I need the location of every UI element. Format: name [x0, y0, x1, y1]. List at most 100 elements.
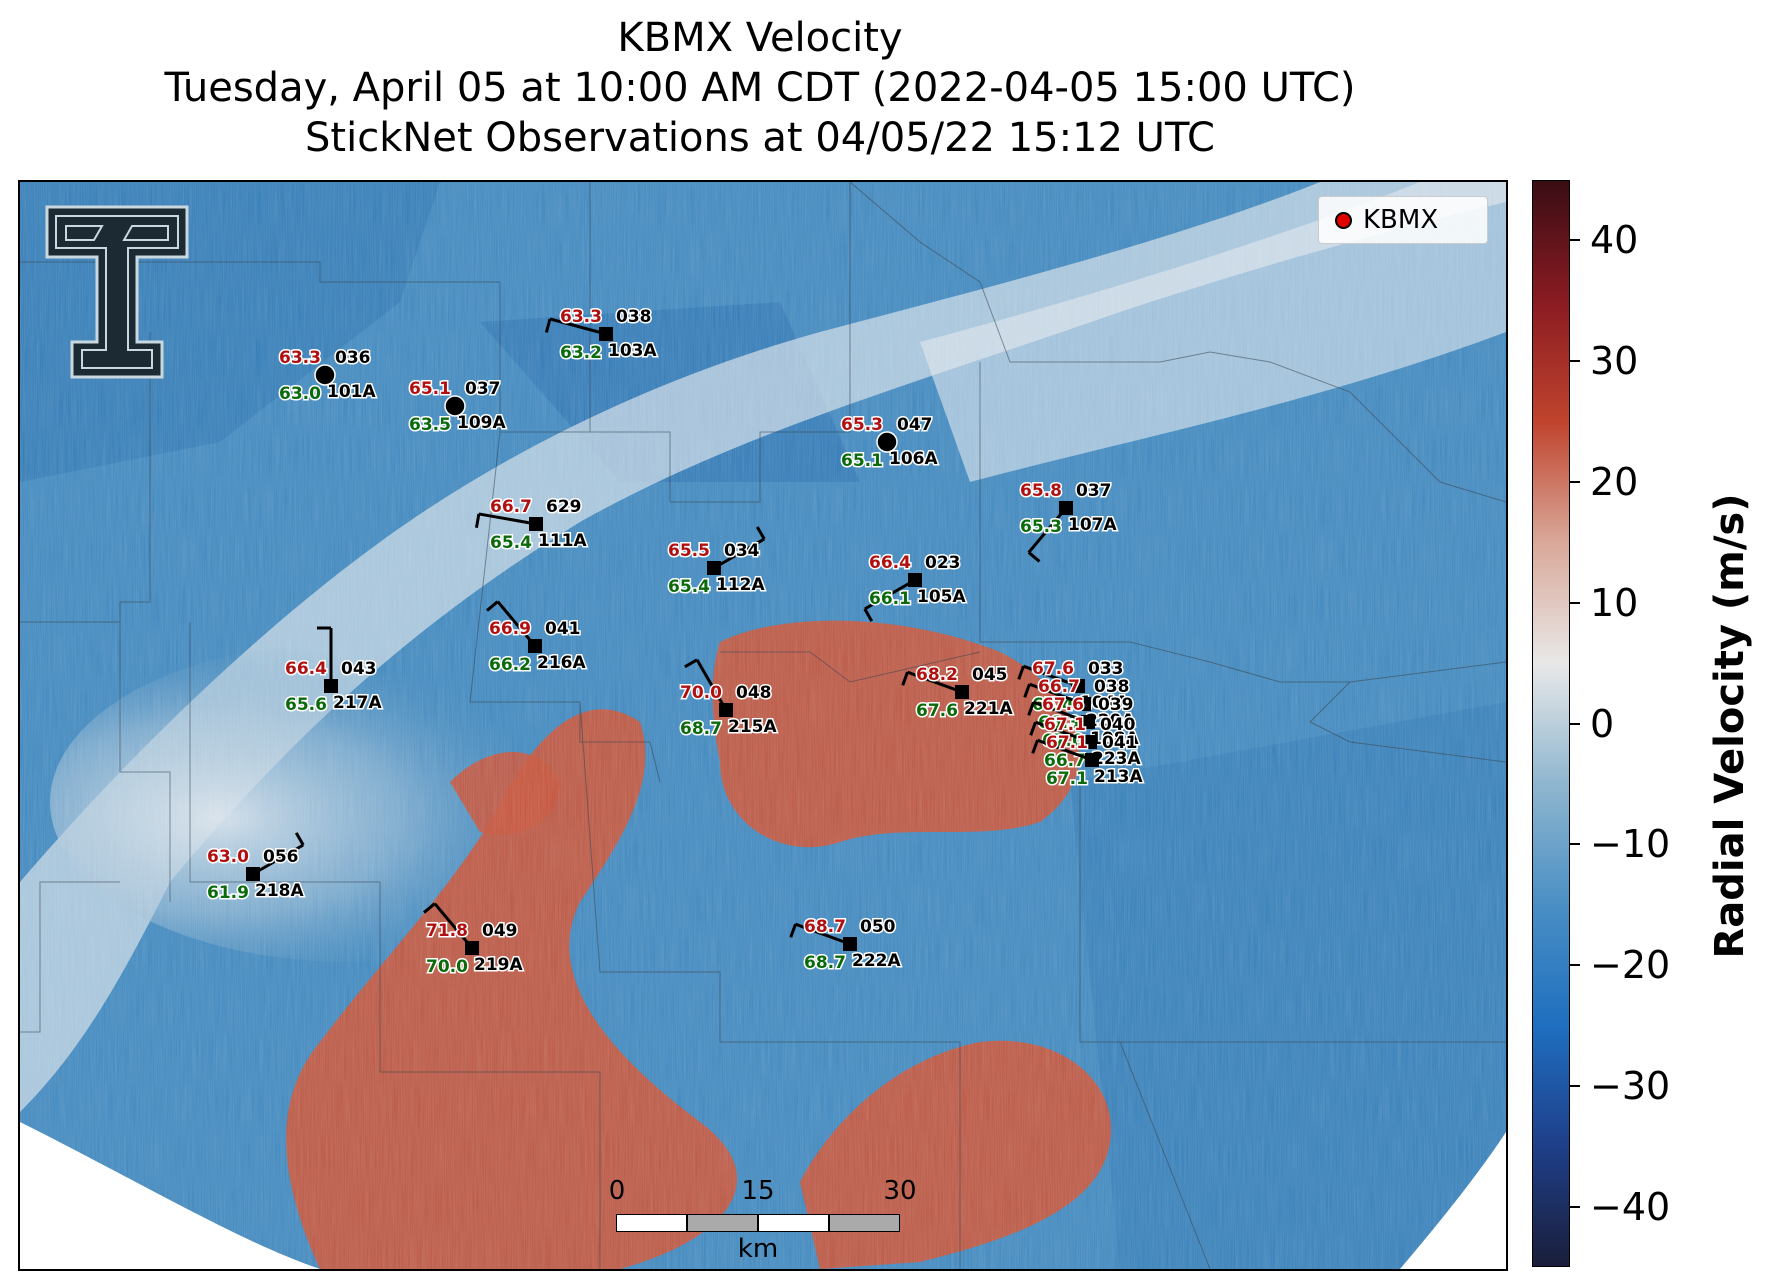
station-temperature: 71.8	[426, 921, 468, 941]
wind-barb-flag	[1017, 665, 1025, 680]
station-id: 112A	[716, 575, 765, 595]
station-id: 108A	[1090, 729, 1139, 749]
station-id: 106A	[889, 449, 938, 469]
station-pressure: 038	[616, 307, 652, 327]
station-222A[interactable]: 68.7 050 68.7 222A	[789, 916, 903, 975]
station-219A[interactable]: 71.8 049 70.0 219A	[423, 902, 525, 979]
station-temperature: 65.3	[841, 415, 883, 435]
wind-barb-shaft	[433, 902, 474, 949]
station-id: 223A	[1092, 749, 1141, 769]
station-pressure: 039	[1098, 695, 1134, 715]
station-dewpoint: 65.3	[1020, 517, 1062, 537]
station-215A[interactable]: 70.0 048 68.7 215A	[679, 658, 779, 741]
scale-segment	[616, 1214, 687, 1232]
station-id: 105A	[917, 587, 966, 607]
station-temperature: 63.3	[560, 307, 602, 327]
map-subtitle-obs: StickNet Observations at 04/05/22 15:12 …	[305, 115, 1215, 161]
colorbar-tick-label: 20	[1590, 459, 1639, 504]
wind-barb-flag	[294, 832, 305, 846]
station-112A[interactable]: 65.5 034 65.4 112A	[667, 526, 767, 599]
station-pressure: 023	[925, 553, 961, 573]
wind-barb-shaft	[1032, 700, 1089, 724]
station-pressure: 629	[546, 497, 582, 517]
station-dewpoint: 65.1	[841, 451, 883, 471]
station-id: 111A	[538, 531, 587, 551]
station-dewpoint: 67.1	[1046, 769, 1088, 789]
wind-barb-flag	[486, 600, 499, 612]
station-216A[interactable]: 66.9 041 66.2 216A	[486, 600, 588, 677]
station-pressure: 036	[335, 348, 371, 368]
wind-barb-flag	[684, 658, 698, 669]
colorbar-tick-label: −20	[1590, 943, 1671, 988]
station-id: 218A	[255, 881, 304, 901]
station-temperature: 65.1	[409, 379, 451, 399]
station-temperature: 63.0	[207, 847, 249, 867]
station-pressure: 049	[482, 921, 518, 941]
station-107A[interactable]: 65.8 037 65.3 107A	[1019, 480, 1119, 563]
station-temperature: 67.6	[1042, 695, 1084, 715]
radar-map[interactable]: 63.3 036 63.0 101A 65.1 037 63.5 109A 63.3 038 63.…	[18, 180, 1508, 1271]
station-pressure: 037	[465, 379, 501, 399]
station-213A[interactable]: 67.1 041 67.1 213A	[1031, 732, 1145, 791]
station-105A[interactable]: 66.4 023 66.1 105A	[863, 552, 968, 622]
station-221A[interactable]: 68.2 045 67.6 221A	[901, 664, 1015, 723]
colorbar-tick	[1570, 601, 1580, 604]
station-temperature: 68.2	[916, 665, 958, 685]
station-square-marker	[465, 941, 479, 955]
station-temperature: 67.6	[1032, 659, 1074, 679]
station-dewpoint: 65.6	[285, 695, 327, 715]
station-217A[interactable]: 66.4 043 65.6 217A	[284, 626, 384, 717]
station-square-marker	[528, 639, 542, 653]
station-109A[interactable]: 65.1 037 63.5 109A	[408, 378, 508, 437]
station-temperature: 67.1	[1044, 715, 1086, 735]
station-square-marker	[324, 679, 338, 693]
station-temperature: 66.4	[869, 553, 911, 573]
station-square-marker	[955, 685, 969, 699]
legend-label: KBMX	[1363, 205, 1439, 235]
station-dewpoint: 63.5	[409, 415, 451, 435]
station-pressure: 043	[341, 659, 377, 679]
colorbar-tick-label: −40	[1590, 1184, 1671, 1229]
station-101A[interactable]: 63.3 036 63.0 101A	[278, 347, 378, 406]
station-square-marker	[529, 517, 543, 531]
county-boundaries	[20, 182, 1506, 1269]
station-pressure: 050	[860, 917, 896, 937]
station-square-marker	[599, 327, 613, 341]
station-dewpoint: 63.2	[560, 343, 602, 363]
scale-label-15: 15	[741, 1176, 775, 1206]
station-220A[interactable]: 66.7 038 66.3 220A	[1023, 676, 1137, 735]
station-dewpoint: 68.7	[680, 719, 722, 739]
station-218A[interactable]: 63.0 056 61.9 218A	[206, 832, 306, 905]
station-pressure: 048	[736, 683, 772, 703]
colorbar-tick	[1570, 1084, 1580, 1087]
wind-barb-flag	[544, 318, 552, 333]
station-square-marker	[1071, 679, 1085, 693]
colorbar-tick	[1570, 843, 1580, 846]
station-dewpoint: 70.0	[426, 957, 468, 977]
station-square-marker	[908, 573, 922, 587]
station-111A[interactable]: 66.7 629 65.4 111A	[474, 496, 589, 555]
map-title: KBMX Velocity	[617, 15, 903, 61]
station-dewpoint: 66.2	[489, 655, 531, 675]
station-106A[interactable]: 65.3 047 65.1 106A	[840, 414, 940, 473]
station-103A[interactable]: 63.3 038 63.2 103A	[544, 306, 659, 365]
scale-unit: km	[737, 1234, 779, 1264]
colorbar-tick-label: 10	[1590, 580, 1639, 625]
wind-barb-shaft	[906, 670, 963, 694]
radar-site-marker-icon	[1335, 212, 1352, 229]
scale-segment	[758, 1214, 829, 1232]
station-dewpoint: 65.4	[1032, 695, 1074, 715]
map-subtitle-time: Tuesday, April 05 at 10:00 AM CDT (2022-…	[164, 65, 1356, 111]
wind-barb-shaft	[1027, 507, 1068, 554]
station-pressure: 033	[1088, 659, 1124, 679]
station-square-marker	[1077, 697, 1091, 711]
station-id: 104A	[1080, 693, 1129, 713]
station-id: 222A	[852, 951, 901, 971]
wind-barb-shaft	[794, 922, 851, 946]
colorbar-label: Radial Velocity (m/s)	[1707, 493, 1753, 959]
station-id: 219A	[474, 955, 523, 975]
station-pressure: 041	[545, 619, 581, 639]
